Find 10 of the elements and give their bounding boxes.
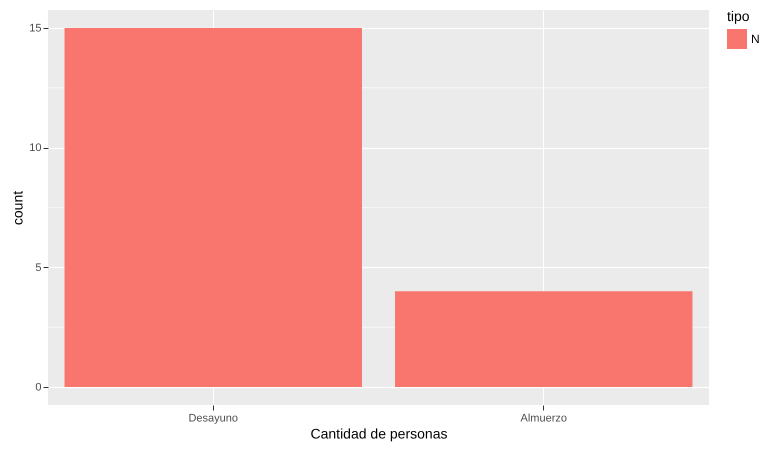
y-tick-label: 5 (35, 262, 42, 274)
x-tick-label: Almuerzo (520, 412, 567, 424)
y-axis-title: count (9, 190, 26, 226)
y-tick-label: 10 (29, 142, 42, 154)
x-tick-label: Desayuno (188, 412, 238, 424)
y-tick-label: 0 (35, 382, 42, 394)
legend-title: tipo (727, 8, 750, 24)
y-tick-label: 15 (29, 22, 42, 34)
legend-label: N (751, 32, 760, 46)
x-axis-title: Cantidad de personas (310, 426, 448, 442)
